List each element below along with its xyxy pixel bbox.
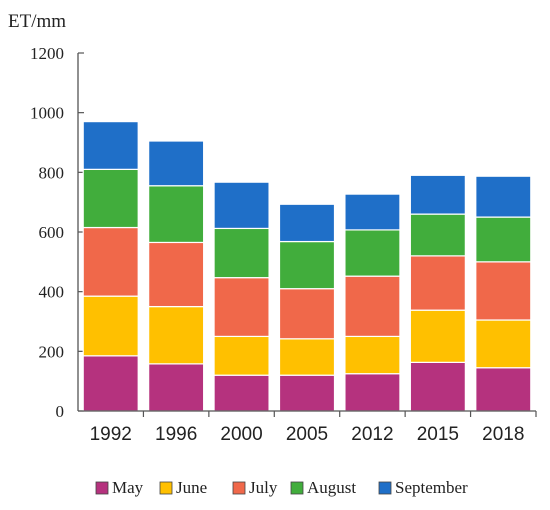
bar-segment-august-2015 — [409, 213, 466, 257]
bar-segment-june-2015 — [409, 309, 466, 363]
legend-label-august: August — [307, 478, 356, 497]
bar-segment-july-1996 — [148, 241, 205, 308]
y-tick-label: 600 — [39, 223, 65, 242]
bar-segment-august-2000 — [213, 227, 270, 279]
x-tick-label: 1992 — [90, 424, 132, 445]
y-tick-label: 800 — [39, 163, 65, 182]
bar-segment-may-1992 — [82, 355, 139, 412]
bar-segment-june-2005 — [278, 338, 336, 376]
legend-swatch-july — [232, 481, 246, 495]
legend-label-june: June — [176, 478, 207, 497]
legend: May June July August September — [95, 478, 468, 497]
bar-segment-september-2012 — [344, 193, 401, 231]
x-tick-label: 2018 — [482, 424, 524, 445]
bar-segment-may-2005 — [278, 374, 336, 412]
bar-segment-september-2005 — [278, 203, 336, 243]
x-tick-label: 2015 — [417, 424, 459, 445]
y-tick-label: 400 — [39, 283, 65, 302]
legend-swatch-may — [95, 481, 109, 495]
y-tick-label: 1000 — [30, 104, 64, 123]
bar-segment-may-2012 — [344, 373, 401, 412]
bar-segment-august-1992 — [82, 168, 139, 229]
legend-swatch-june — [159, 481, 173, 495]
bar-segment-june-1992 — [82, 295, 139, 357]
bar-segment-august-1996 — [148, 185, 205, 244]
bar-segment-august-2018 — [475, 216, 532, 263]
bar-segment-july-2012 — [344, 275, 401, 338]
bar-segment-july-2018 — [475, 261, 532, 321]
bar-segment-august-2005 — [278, 240, 336, 290]
bar-segment-august-2012 — [344, 229, 401, 277]
y-tick-label: 1200 — [30, 44, 64, 63]
legend-label-july: July — [249, 478, 278, 497]
legend-swatch-august — [290, 481, 304, 495]
bar-segment-july-1992 — [82, 226, 139, 297]
bar-segment-june-2000 — [213, 335, 270, 376]
bar-segment-may-2000 — [213, 374, 270, 412]
legend-label-september: September — [395, 478, 468, 497]
bar-segment-september-2000 — [213, 181, 270, 230]
y-axis: 0 200 400 600 800 1000 1200 — [30, 44, 84, 421]
bar-segment-may-1996 — [148, 363, 205, 412]
bar-segment-june-2018 — [475, 319, 532, 369]
x-tick-label: 2000 — [220, 424, 262, 445]
bar-segment-september-2018 — [475, 175, 532, 218]
x-tick-label: 2005 — [286, 424, 328, 445]
legend-swatch-september — [378, 481, 392, 495]
y-tick-label: 200 — [39, 342, 65, 361]
x-tick-label: 1996 — [155, 424, 197, 445]
legend-label-may: May — [112, 478, 144, 497]
bar-segment-september-1996 — [148, 140, 205, 187]
x-axis: 1992 1996 2000 2005 2012 2015 2018 — [78, 410, 537, 445]
bar-segment-may-2015 — [409, 361, 466, 412]
bar-segment-june-2012 — [344, 335, 401, 375]
y-axis-label: ET/mm — [8, 11, 66, 32]
bar-segment-june-1996 — [148, 305, 205, 365]
bar-segment-july-2005 — [278, 288, 336, 340]
y-tick-label: 0 — [56, 402, 65, 421]
bar-segment-september-2015 — [409, 174, 466, 215]
x-tick-label: 2012 — [351, 424, 393, 445]
bar-segment-september-1992 — [82, 121, 139, 170]
bars — [82, 121, 532, 412]
bar-segment-july-2000 — [213, 277, 270, 338]
bar-segment-may-2018 — [475, 367, 532, 412]
bar-segment-july-2015 — [409, 255, 466, 311]
